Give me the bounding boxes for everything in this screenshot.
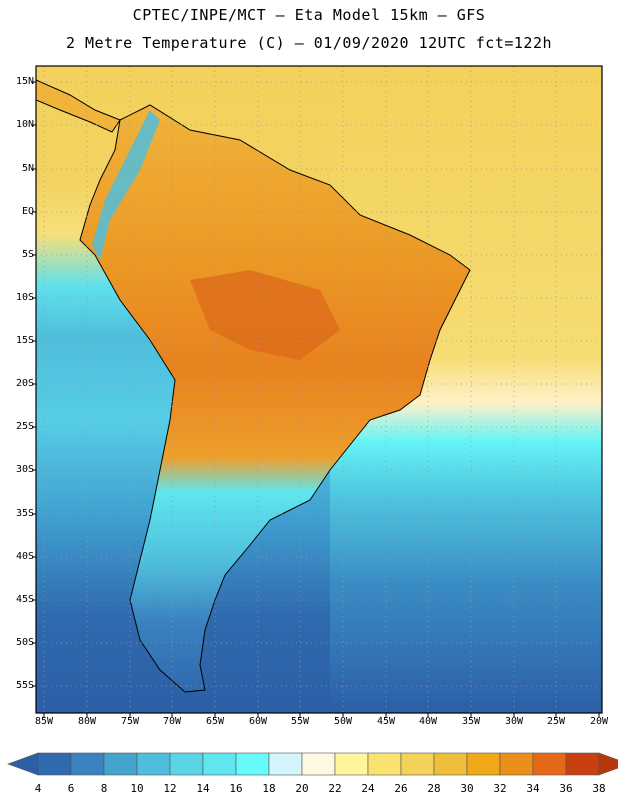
lon-label: 85W bbox=[34, 716, 54, 727]
colorbar-tick-label: 28 bbox=[427, 782, 441, 795]
lat-label: 35S bbox=[15, 508, 34, 519]
axis-ticks bbox=[32, 81, 600, 717]
colorbar-tick-label: 14 bbox=[196, 782, 210, 795]
colorbar-swatch bbox=[400, 752, 435, 776]
colorbar-tick-label: 24 bbox=[361, 782, 375, 795]
lat-label: 25S bbox=[15, 421, 34, 432]
lat-label: 5N bbox=[21, 163, 34, 174]
colorbar-swatch bbox=[235, 752, 270, 776]
colorbar-swatch bbox=[367, 752, 402, 776]
lat-label: 5S bbox=[21, 249, 34, 260]
colorbar-tick-label: 30 bbox=[460, 782, 474, 795]
lat-label: 10S bbox=[15, 292, 34, 303]
lon-label: 70W bbox=[162, 716, 182, 727]
lon-label: 35W bbox=[461, 716, 481, 727]
colorbar-tick-label: 6 bbox=[67, 782, 75, 795]
lat-label: EQ bbox=[21, 206, 34, 217]
lon-label: 25W bbox=[546, 716, 566, 727]
lat-label: 15S bbox=[15, 335, 34, 346]
andes-cold-strip bbox=[92, 110, 160, 260]
lon-label: 80W bbox=[77, 716, 97, 727]
colorbar-tick-label: 32 bbox=[493, 782, 507, 795]
colorbar-swatch bbox=[433, 752, 468, 776]
lat-label: 15N bbox=[15, 76, 34, 87]
colorbar-tick-label: 4 bbox=[34, 782, 42, 795]
lat-label: 10N bbox=[15, 119, 34, 130]
colorbar-tick-label: 12 bbox=[163, 782, 177, 795]
colorbar-tick-label: 34 bbox=[526, 782, 540, 795]
temperature-colorbar bbox=[7, 752, 618, 776]
colorbar-tick-label: 22 bbox=[328, 782, 342, 795]
colorbar-tick-label: 10 bbox=[130, 782, 144, 795]
lon-label: 55W bbox=[290, 716, 310, 727]
colorbar-underflow-arrow bbox=[7, 752, 39, 776]
colorbar-swatch bbox=[70, 752, 105, 776]
lon-label: 30W bbox=[504, 716, 524, 727]
lat-label: 20S bbox=[15, 378, 34, 389]
map-title-model: CPTEC/INPE/MCT – Eta Model 15km – GFS bbox=[132, 6, 486, 24]
central-america-landmass bbox=[36, 79, 121, 133]
colorbar-swatch bbox=[169, 752, 204, 776]
colorbar-tick-label: 20 bbox=[295, 782, 309, 795]
colorbar-tick-label: 26 bbox=[394, 782, 408, 795]
lon-label: 65W bbox=[205, 716, 225, 727]
colorbar-swatch bbox=[532, 752, 567, 776]
colorbar-swatch bbox=[136, 752, 171, 776]
lon-label: 40W bbox=[418, 716, 438, 727]
colorbar-overflow-arrow bbox=[598, 752, 618, 776]
map-title-variable: 2 Metre Temperature (C) – 01/09/2020 12U… bbox=[65, 34, 553, 52]
colorbar-swatch bbox=[565, 752, 600, 776]
colorbar-tick-label: 8 bbox=[100, 782, 108, 795]
lon-label: 60W bbox=[248, 716, 268, 727]
lon-label: 20W bbox=[589, 716, 609, 727]
colorbar-swatch bbox=[301, 752, 336, 776]
lon-label: 75W bbox=[120, 716, 140, 727]
lat-label: 40S bbox=[15, 551, 34, 562]
colorbar-swatch bbox=[268, 752, 303, 776]
map-frame bbox=[35, 65, 603, 714]
hot-core-region bbox=[190, 270, 340, 360]
colorbar-tick-label: 36 bbox=[559, 782, 573, 795]
colorbar-tick-label: 16 bbox=[229, 782, 243, 795]
colorbar-swatch bbox=[202, 752, 237, 776]
colorbar-tick-label: 38 bbox=[592, 782, 606, 795]
lat-label: 50S bbox=[15, 637, 34, 648]
colorbar-tick-label: 18 bbox=[262, 782, 276, 795]
lat-label: 45S bbox=[15, 594, 34, 605]
colorbar-swatch bbox=[334, 752, 369, 776]
lat-label: 30S bbox=[15, 464, 34, 475]
lon-label: 45W bbox=[376, 716, 396, 727]
colorbar-swatch bbox=[466, 752, 501, 776]
colorbar-swatch bbox=[499, 752, 534, 776]
lat-label: 55S bbox=[15, 680, 34, 691]
colorbar-swatch bbox=[103, 752, 138, 776]
lon-label: 50W bbox=[333, 716, 353, 727]
south-america-landmass bbox=[79, 104, 471, 693]
colorbar-swatch bbox=[37, 752, 72, 776]
